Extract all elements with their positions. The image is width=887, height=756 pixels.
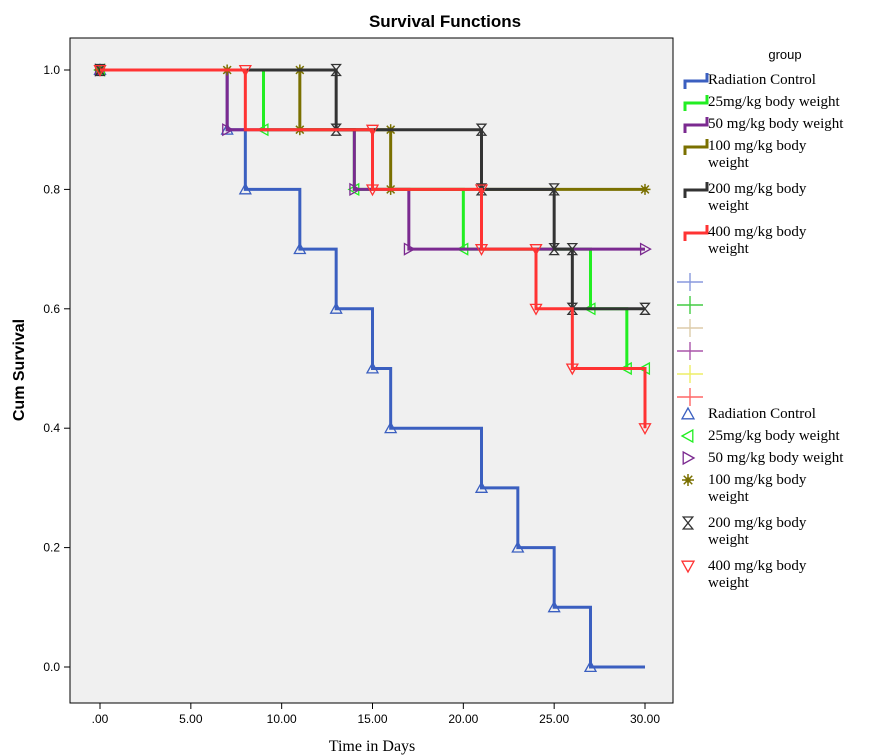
legend-line-swatch [683,73,709,89]
series-point [349,182,362,197]
series-point [529,244,543,256]
series-point [566,242,579,256]
series-point [330,63,342,77]
legend-marker-swatch [682,450,696,466]
y-tick-label: 0.4 [43,421,60,435]
legend-label: 100 mg/kg body weight [708,138,807,171]
legend-censored-swatch [677,319,703,337]
legend-label: 200 mg/kg body weight [708,181,807,214]
legend-label: 100 mg/kg body weight [708,472,807,505]
series-5 [93,64,652,436]
legend-label: Radiation Control [708,72,816,88]
x-tick-label: 20.00 [448,712,478,726]
y-tick-label: 0.0 [43,660,60,674]
legend-marker-swatch [680,428,694,444]
series-point [565,363,579,376]
legend-label: 400 mg/kg body weight [708,224,807,257]
legend-censored-swatch [677,365,703,383]
chart-title: Survival Functions [369,12,521,31]
legend-marker-swatch [681,516,695,530]
series-point [93,64,107,77]
series-line [100,68,645,251]
legend-line-swatch [683,182,709,198]
legend-censored-swatch [677,342,703,360]
series-line [100,68,645,311]
series-point [365,361,380,374]
legend-censored-swatch [677,388,703,406]
series-point [474,184,489,197]
series-point [365,184,380,197]
legend-marker-swatch [682,474,694,486]
x-tick-label: 5.00 [179,712,203,726]
legend-marker-swatch [680,560,696,574]
series-point [403,242,416,256]
legend-censored-swatch [677,296,703,314]
series-point [638,423,652,436]
series-point [547,600,561,613]
series-line [100,68,647,429]
x-tick-label: 15.00 [357,712,387,726]
legend-label: 200 mg/kg body weight [708,515,807,548]
x-tick-label: .00 [92,712,109,726]
series-point [238,64,252,77]
legend-line-swatch [683,95,709,111]
series-point [238,182,252,195]
y-axis-ticks: 0.0 0.2 0.4 0.6 0.8 1.0 [43,63,70,674]
legend-label: 50 mg/kg body weight [708,116,844,132]
legend-line-swatch [683,139,709,155]
legend: group Radiation Control 25mg/kg body weig… [677,47,844,591]
series-point [365,124,380,137]
series-point [583,660,598,673]
legend-label: 400 mg/kg body weight [708,558,807,591]
legend-label: 25mg/kg body weight [708,428,840,444]
series-point [384,421,398,434]
series-point [293,242,307,255]
legend-marker-swatch [680,406,696,420]
x-axis-ticks: .00 5.00 10.00 15.00 20.00 25.00 30.00 [92,703,660,726]
series-point [474,244,489,256]
series-point [511,540,525,553]
y-tick-label: 0.8 [43,182,60,196]
legend-title: group [768,47,801,62]
legend-label: 25mg/kg body weight [708,94,840,110]
series-point [330,123,342,136]
legend-label: Radiation Control [708,406,816,422]
x-tick-label: 30.00 [630,712,660,726]
y-tick-label: 1.0 [43,63,60,77]
y-axis-label: Cum Survival [11,319,28,421]
legend-line-swatch [683,117,709,133]
series-point [329,301,343,314]
series-line [100,68,645,370]
series-point [639,242,652,256]
legend-censored-swatch [677,273,703,291]
series-point [548,183,560,196]
x-tick-label: 10.00 [267,712,297,726]
legend-label: 50 mg/kg body weight [708,450,844,466]
series-point [474,481,489,493]
legend-line-swatch [683,225,709,241]
series-layer [93,63,652,673]
series-point [548,242,560,256]
y-tick-label: 0.2 [43,541,60,555]
x-axis-label: Time in Days [329,738,416,755]
series-point [529,303,543,316]
series-point [475,123,488,136]
series-point [222,123,235,137]
series-point [639,183,651,195]
x-tick-label: 25.00 [539,712,569,726]
series-line [100,68,645,669]
y-tick-label: 0.6 [43,302,60,316]
series-4 [94,63,651,315]
series-point [639,302,651,315]
